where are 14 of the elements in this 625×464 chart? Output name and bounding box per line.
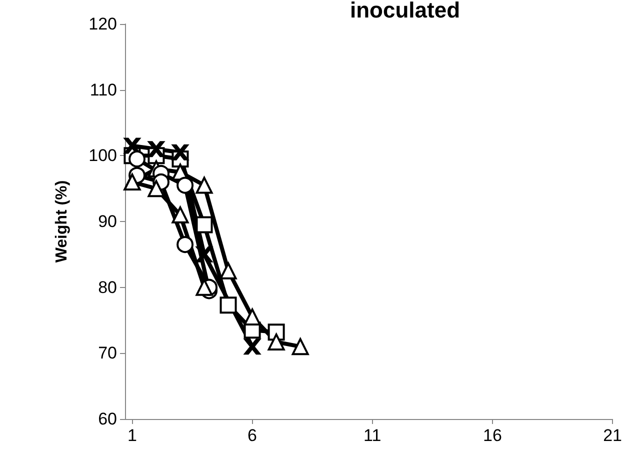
y-tick-label: 60 (98, 410, 117, 428)
x-tick-label: 16 (483, 426, 502, 445)
y-tick-label: 120 (88, 14, 117, 34)
y-axis-title: Weight (%) (54, 180, 70, 263)
y-tick-label: 110 (90, 80, 117, 100)
x-tick-label: 1 (127, 426, 137, 445)
x-tick-label: 21 (603, 426, 622, 445)
x-tick-label: 11 (364, 426, 382, 445)
chart-title: inoculated (350, 0, 460, 22)
x-tick-label: 6 (248, 426, 258, 445)
y-tick-label: 80 (98, 278, 117, 297)
y-tick-label: 90 (98, 212, 117, 231)
y-tick-label: 100 (88, 146, 117, 166)
y-tick-label: 70 (98, 344, 117, 363)
